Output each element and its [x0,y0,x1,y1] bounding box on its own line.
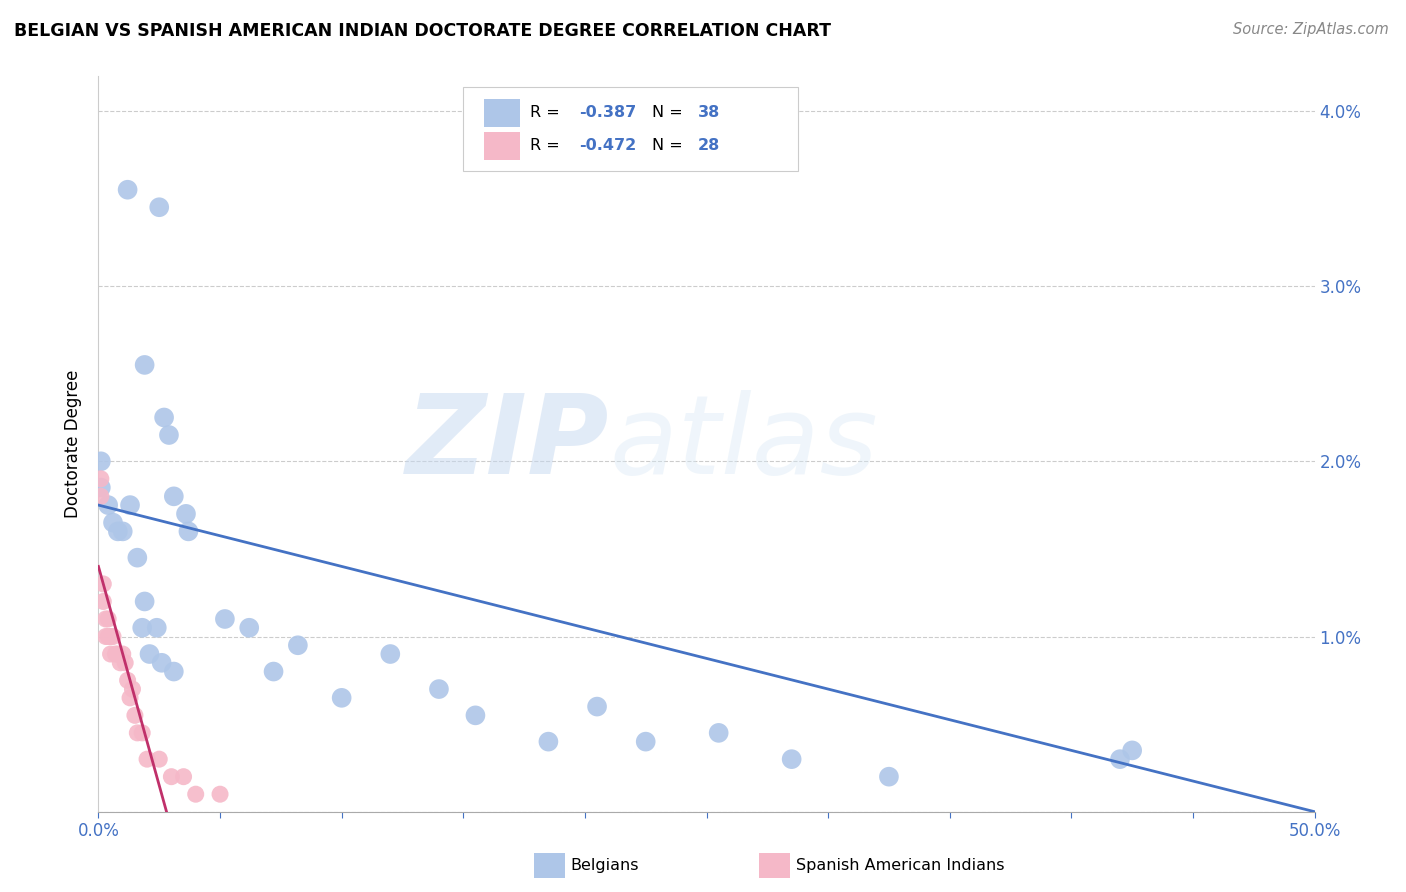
Point [157,428,180,442]
Point [114,656,136,670]
Point [97,630,120,644]
Point [1109,752,1132,766]
Point [117,183,139,197]
Point [121,681,143,696]
Text: 38: 38 [697,105,720,120]
Point [214,612,236,626]
Text: ZIP: ZIP [406,391,609,497]
Point [101,516,124,530]
Point [100,647,122,661]
Point [110,656,132,670]
Point [97,498,120,512]
FancyBboxPatch shape [464,87,797,171]
Point [136,752,159,766]
Text: -0.472: -0.472 [579,138,636,153]
Point [427,681,450,696]
Point [537,734,560,748]
Text: Source: ZipAtlas.com: Source: ZipAtlas.com [1233,22,1389,37]
Point [160,770,183,784]
Point [127,550,149,565]
Point [780,752,803,766]
Point [148,752,170,766]
Point [117,673,139,688]
Text: -0.387: -0.387 [579,105,636,120]
Point [184,787,207,801]
Text: BELGIAN VS SPANISH AMERICAN INDIAN DOCTORATE DEGREE CORRELATION CHART: BELGIAN VS SPANISH AMERICAN INDIAN DOCTO… [14,22,831,40]
Point [1121,743,1143,757]
Point [138,647,160,661]
Point [107,647,129,661]
Point [111,524,134,539]
Point [90,472,112,486]
Point [877,770,900,784]
Point [94,612,117,626]
Point [174,507,197,521]
Point [90,454,112,468]
Point [124,708,146,723]
Text: R =: R = [530,105,565,120]
Point [118,690,141,705]
FancyBboxPatch shape [484,133,520,161]
Point [263,665,285,679]
Point [330,690,353,705]
Point [104,647,127,661]
Text: N =: N = [652,105,688,120]
Text: atlas: atlas [609,391,877,497]
Point [163,489,186,503]
Point [146,621,169,635]
Point [134,358,156,372]
Point [177,524,200,539]
Point [94,630,117,644]
Text: N =: N = [652,138,688,153]
Point [131,621,153,635]
Point [287,638,309,652]
Point [101,630,124,644]
Point [100,630,122,644]
Point [209,787,232,801]
Point [634,734,657,748]
Point [90,481,112,495]
Text: 28: 28 [697,138,720,153]
Text: Spanish American Indians: Spanish American Indians [796,858,1004,872]
Point [173,770,195,784]
Text: R =: R = [530,138,565,153]
Point [380,647,402,661]
Point [91,594,114,608]
Point [134,594,156,608]
Point [148,200,170,214]
Point [464,708,486,723]
Text: Belgians: Belgians [571,858,640,872]
Point [131,726,153,740]
Point [111,647,134,661]
Point [707,726,730,740]
Point [163,665,186,679]
Point [90,489,112,503]
Point [118,498,141,512]
Point [127,726,149,740]
Point [150,656,173,670]
Point [91,577,114,591]
FancyBboxPatch shape [484,99,520,127]
Point [97,612,120,626]
Point [153,410,176,425]
Y-axis label: Doctorate Degree: Doctorate Degree [65,369,83,518]
Point [107,524,129,539]
Point [238,621,260,635]
Point [586,699,609,714]
